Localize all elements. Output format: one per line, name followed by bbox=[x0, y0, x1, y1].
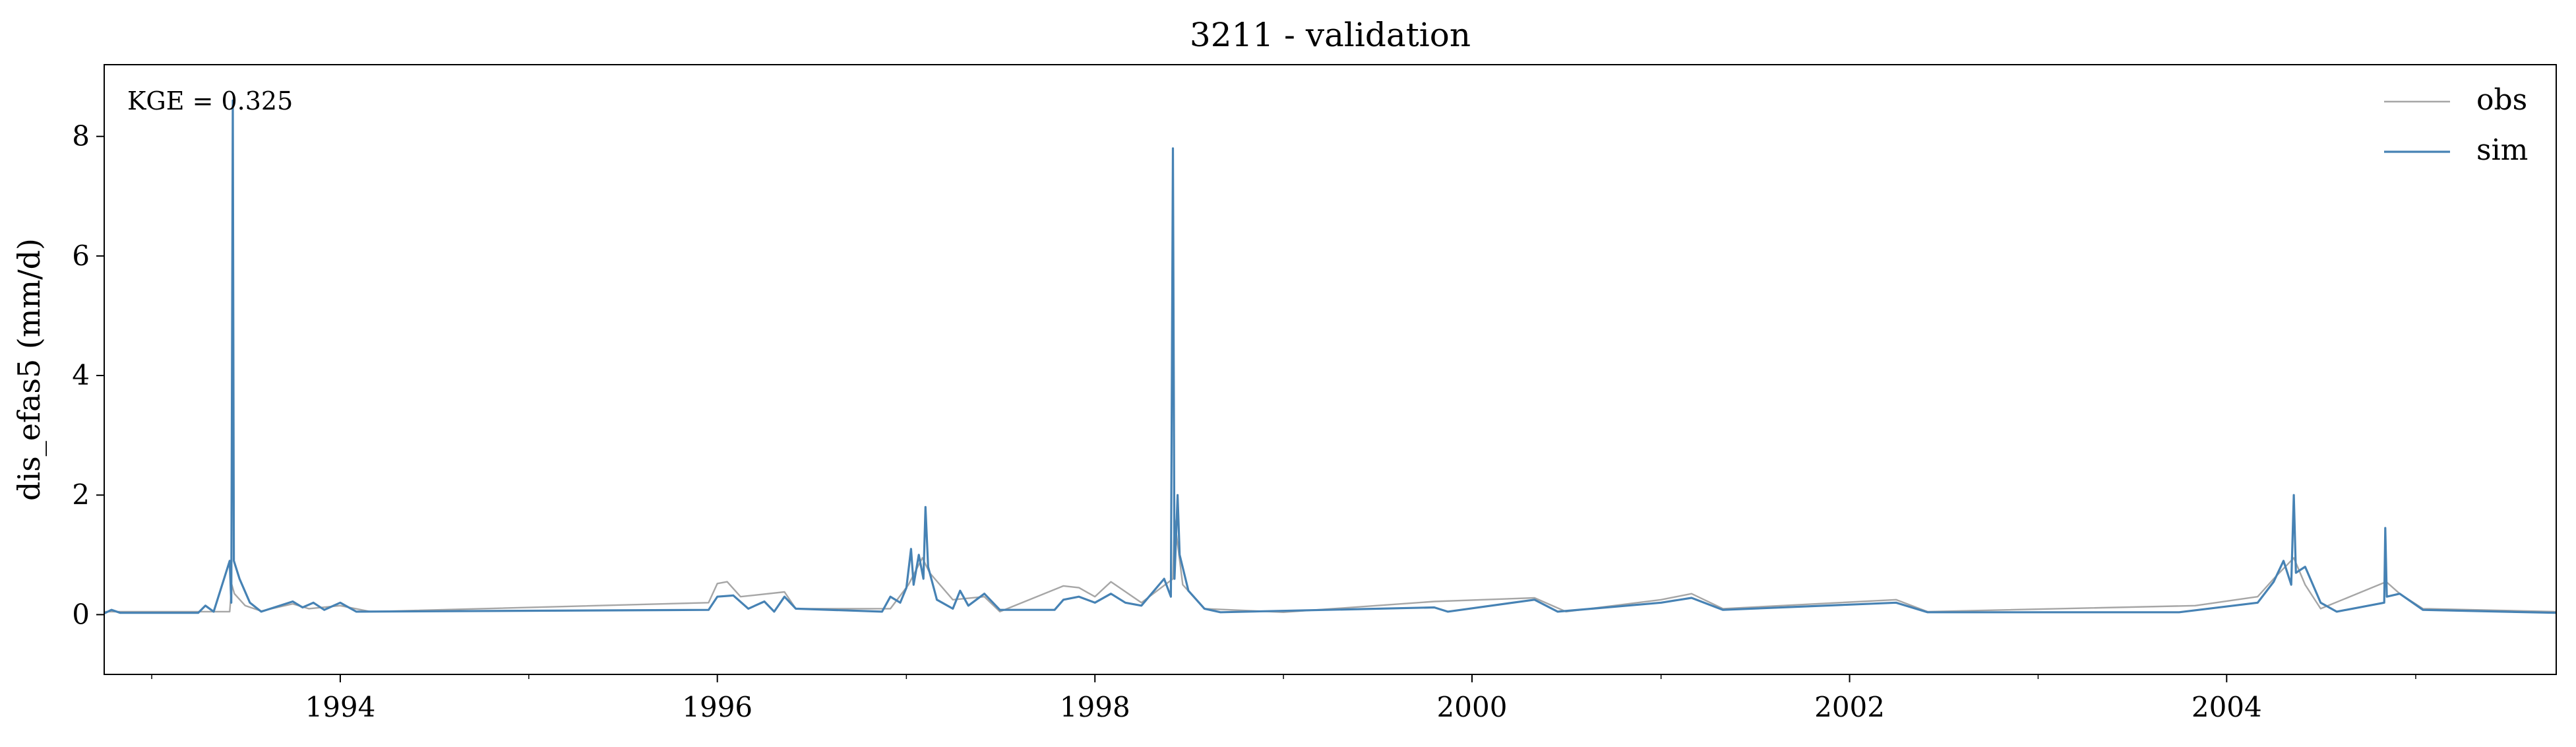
plot-frame bbox=[104, 64, 2557, 675]
x-axis: 1994 1996 1998 2000 2002 2004 bbox=[151, 674, 2416, 723]
y-axis-label: dis_efas5 (mm/d) bbox=[11, 238, 47, 501]
y-tick-label: 4 bbox=[72, 359, 90, 391]
x-tick-label: 1994 bbox=[305, 691, 375, 723]
kge-annotation: KGE = 0.325 bbox=[127, 86, 293, 115]
y-tick-label: 8 bbox=[72, 120, 90, 152]
chart-title: 3211 - validation bbox=[1190, 16, 1471, 54]
plot-lines bbox=[104, 99, 2557, 615]
legend-label-obs: obs bbox=[2476, 83, 2527, 117]
y-tick-label: 2 bbox=[72, 478, 90, 511]
x-tick-label: 2004 bbox=[2192, 691, 2262, 723]
x-tick-label: 2000 bbox=[1437, 691, 1508, 723]
x-tick-label: 1998 bbox=[1060, 691, 1130, 723]
x-tick-label: 1996 bbox=[682, 691, 752, 723]
legend-label-sim: sim bbox=[2476, 133, 2528, 167]
series-line-sim bbox=[104, 99, 2557, 615]
series-line-obs bbox=[104, 518, 2557, 613]
y-tick-label: 0 bbox=[72, 598, 90, 630]
x-tick-label: 2002 bbox=[1814, 691, 1885, 723]
y-axis: 0 2 4 6 8 bbox=[72, 120, 104, 630]
legend: obs sim bbox=[2384, 83, 2528, 167]
y-tick-label: 6 bbox=[72, 240, 90, 272]
